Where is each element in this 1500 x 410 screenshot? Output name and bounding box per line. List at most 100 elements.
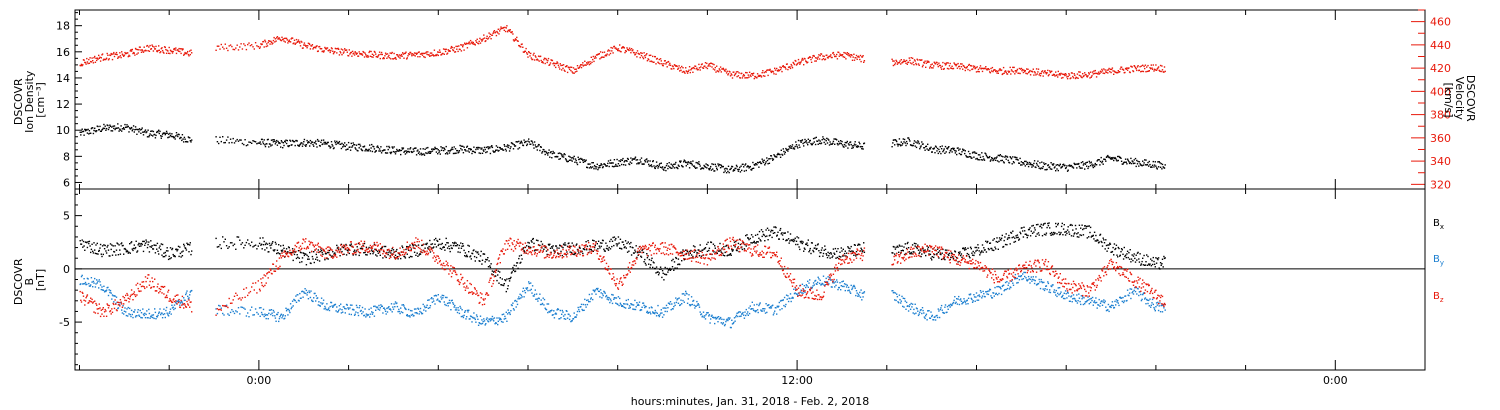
data-point [123,55,125,57]
data-point [705,313,707,316]
data-point [111,254,114,256]
data-point [278,244,280,246]
data-point [1096,160,1098,162]
data-point [1002,66,1005,69]
data-point [516,300,518,303]
data-point [741,169,743,172]
data-point [433,300,435,302]
data-point [762,75,765,77]
data-point [161,47,163,49]
data-point [423,154,426,156]
data-point [1122,68,1124,71]
data-point [92,252,95,254]
data-point [795,144,798,146]
data-point [1029,163,1031,166]
data-point [386,152,389,154]
data-point [563,318,565,320]
data-point [1060,72,1062,75]
data-point [561,156,563,158]
data-point [559,318,561,320]
data-point [488,32,490,34]
data-point [417,149,419,151]
data-point [160,248,162,251]
data-point [1163,71,1165,73]
data-point [103,123,105,126]
data-point [127,306,129,309]
data-point [149,245,151,248]
data-point [846,52,848,54]
data-point [371,56,373,58]
data-point [737,315,739,318]
data-point [313,297,315,299]
data-point [642,57,645,60]
data-point [1002,284,1005,286]
data-point [1102,72,1104,74]
data-point [487,38,489,40]
data-point [1043,163,1046,166]
data-point [165,254,167,257]
data-point [176,250,178,252]
data-point [791,146,793,148]
data-point [790,147,792,149]
data-point [710,62,713,65]
data-point [285,310,288,312]
data-point [667,60,670,63]
data-point [240,306,242,308]
data-point [934,152,936,154]
data-point [1151,166,1153,168]
data-point [478,152,480,154]
data-point [1071,72,1073,74]
data-point [340,48,343,50]
data-point [943,148,945,150]
data-point [745,169,747,172]
data-point [1027,279,1029,281]
data-point [736,165,738,168]
data-point [293,39,296,41]
data-point [1028,278,1030,280]
data-point [371,150,374,153]
data-point [439,153,441,155]
data-point [933,61,935,63]
data-point [510,146,512,148]
data-point [231,309,233,311]
data-point [260,243,263,245]
data-point [167,250,169,252]
data-point [507,309,509,311]
data-point [141,49,143,51]
data-point [1022,71,1025,74]
data-point [692,66,695,69]
data-point [896,296,899,298]
data-point [1158,161,1160,163]
data-point [386,307,388,310]
data-point [653,165,655,167]
data-point [581,64,583,66]
data-point [291,251,293,254]
data-point [767,163,769,165]
data-point [801,292,803,294]
data-point [946,305,949,308]
data-point [345,303,348,306]
data-point [728,171,730,174]
data-point [502,149,505,151]
data-point [747,74,749,76]
data-point [227,136,229,138]
data-point [637,303,639,306]
data-point [243,247,245,249]
data-point [745,163,747,165]
data-point [665,164,668,167]
data-point [595,57,597,59]
data-point [511,304,513,307]
data-point [996,156,998,158]
data-point [720,164,722,166]
data-point [343,51,345,53]
data-point [521,296,523,298]
data-point [390,52,393,55]
data-point [460,147,462,150]
data-point [929,317,932,319]
data-point [414,55,416,57]
data-point [916,308,918,310]
data-point [91,57,93,59]
data-point [1027,163,1029,165]
data-point [342,311,344,313]
data-point [499,28,501,30]
